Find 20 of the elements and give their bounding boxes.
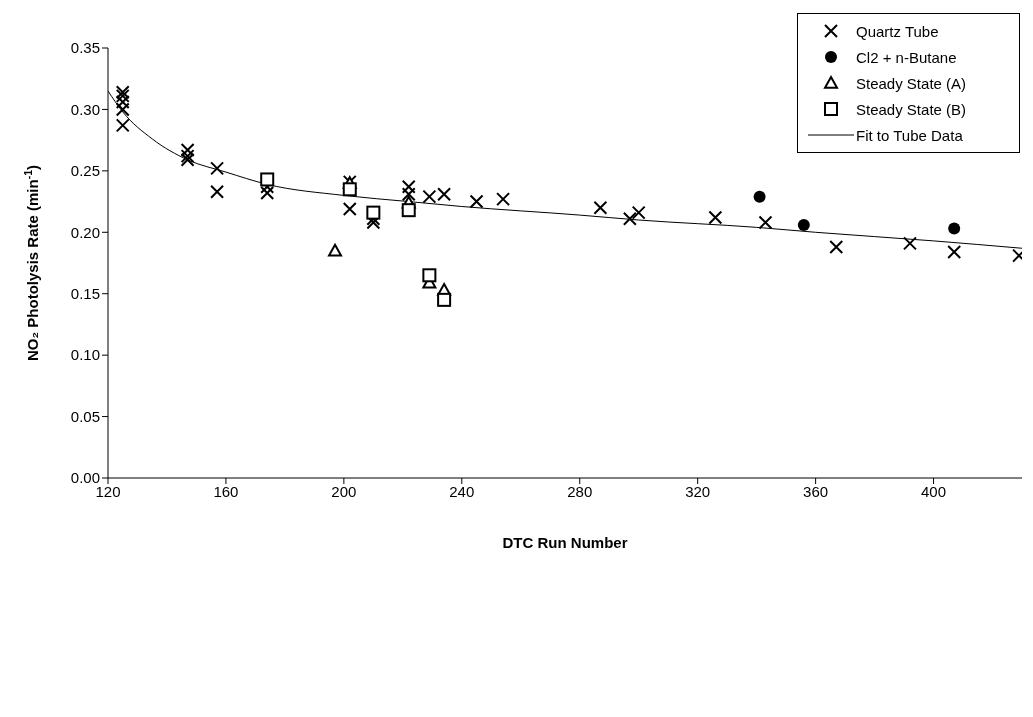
legend-label: Steady State (B) bbox=[856, 100, 967, 118]
y-tick-label: 0.30 bbox=[70, 100, 100, 118]
y-tick-label: 0.25 bbox=[70, 162, 100, 180]
legend-label: Fit to Tube Data bbox=[856, 126, 963, 144]
y-tick-label: 0.05 bbox=[70, 407, 100, 425]
x-tick-label: 360 bbox=[803, 482, 829, 500]
y-tick-label: 0.20 bbox=[70, 223, 100, 241]
legend-label: Cl2 + n-Butane bbox=[856, 48, 957, 66]
x-tick-label: 400 bbox=[921, 482, 947, 500]
x-tick-label: 240 bbox=[449, 482, 475, 500]
legend-label: Steady State (A) bbox=[856, 74, 967, 92]
legend-label: Quartz Tube bbox=[856, 22, 939, 40]
x-axis-title: DTC Run Number bbox=[502, 534, 628, 551]
y-tick-label: 0.15 bbox=[70, 285, 100, 303]
y-tick-label: 0.35 bbox=[70, 39, 100, 57]
x-tick-label: 200 bbox=[331, 482, 357, 500]
x-tick-label: 160 bbox=[213, 482, 239, 500]
y-tick-label: 0.10 bbox=[70, 346, 100, 364]
x-tick-label: 280 bbox=[567, 482, 593, 500]
x-tick-label: 320 bbox=[685, 482, 711, 500]
